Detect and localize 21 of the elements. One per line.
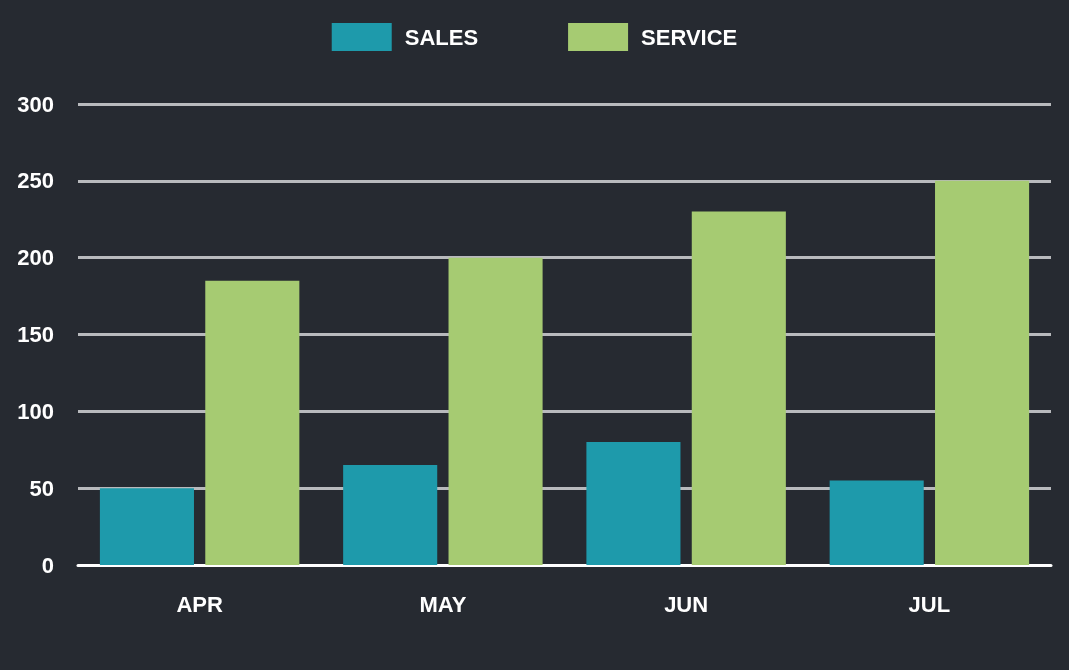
x-tick-label: JUN bbox=[664, 591, 709, 617]
bar bbox=[448, 257, 543, 565]
y-tick-label: 100 bbox=[17, 398, 54, 424]
y-tick-label: 0 bbox=[41, 552, 54, 578]
y-tick-label: 200 bbox=[17, 245, 54, 271]
bar bbox=[343, 465, 438, 565]
bar bbox=[99, 488, 194, 565]
legend-label: SERVICE bbox=[641, 24, 738, 50]
x-tick-label: APR bbox=[176, 591, 223, 617]
x-tick-label: JUL bbox=[908, 591, 951, 617]
y-tick-label: 150 bbox=[17, 322, 54, 347]
bar bbox=[935, 180, 1030, 565]
bar bbox=[586, 442, 681, 565]
bar bbox=[691, 211, 786, 565]
bar bbox=[205, 280, 300, 565]
y-tick-label: 300 bbox=[17, 91, 54, 117]
legend-label: SALES bbox=[404, 24, 479, 50]
bar bbox=[829, 480, 924, 565]
y-tick-label: 50 bbox=[29, 475, 54, 501]
x-tick-label: MAY bbox=[419, 591, 467, 617]
y-tick-label: 250 bbox=[17, 168, 54, 194]
